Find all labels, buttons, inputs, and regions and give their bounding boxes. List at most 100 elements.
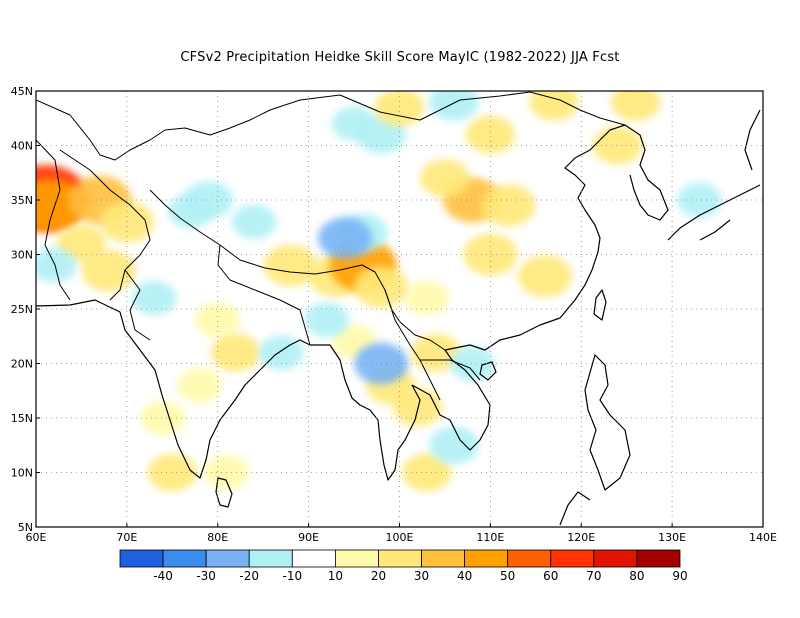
colorbar-swatch [291, 549, 336, 568]
skill-patch [517, 255, 572, 298]
skill-patch [592, 126, 643, 165]
colorbar-label: 70 [586, 569, 601, 583]
colorbar-label: 20 [371, 569, 386, 583]
skill-patch [81, 250, 136, 292]
colorbar-label: 90 [672, 569, 687, 583]
lat-tick-label: 45N [11, 85, 33, 98]
coastline-south-china [444, 124, 626, 351]
lat-tick-label: 40N [11, 140, 33, 153]
skill-patch [131, 280, 177, 316]
skill-patch [611, 91, 661, 121]
lon-tick-label: 110E [476, 531, 504, 544]
skill-score-field [36, 91, 722, 492]
skill-patch [263, 244, 318, 287]
border-afghanistan-pakistan [59, 149, 151, 301]
coastline-japan [667, 109, 761, 241]
border-southeast-asia [384, 289, 481, 401]
colorbar-swatch [248, 549, 293, 568]
colorbar-swatch [593, 549, 638, 568]
coastlines-and-borders [36, 91, 761, 526]
skill-patch [195, 302, 241, 338]
latitude-ticks: 5N 10N 15N 20N 25N 30N 35N 40N 45N [11, 85, 40, 534]
colorbar-swatch [507, 549, 552, 568]
lat-tick-label: 15N [11, 412, 33, 425]
colorbar-swatch [162, 549, 207, 568]
skill-patch [429, 91, 479, 121]
coastline-borneo [559, 491, 591, 526]
coastline-philippines [584, 354, 631, 491]
lon-tick-label: 60E [26, 531, 47, 544]
skill-patch [420, 159, 470, 198]
skill-patch [449, 346, 495, 381]
coastline-taiwan [593, 289, 607, 321]
colorbar-label: 10 [328, 569, 343, 583]
border-iran [36, 139, 71, 301]
lat-tick-label: 35N [11, 194, 33, 207]
skill-patch [140, 400, 186, 436]
skill-patch [529, 91, 579, 121]
lon-tick-label: 100E [386, 531, 414, 544]
lon-tick-label: 120E [567, 531, 595, 544]
skill-patch [676, 182, 722, 218]
skill-patch [411, 333, 461, 372]
coastline-myanmar-thailand [310, 344, 421, 481]
colorbar-label: 60 [543, 569, 558, 583]
colorbar-label: 30 [414, 569, 429, 583]
skill-patch [354, 266, 409, 308]
skill-patch [231, 204, 277, 240]
border-mongolia [529, 91, 626, 126]
skill-patch [465, 115, 516, 154]
skill-patch [177, 368, 222, 403]
skill-patch [481, 184, 536, 227]
skill-patch [318, 217, 372, 259]
colorbar-label: -20 [239, 569, 259, 583]
colorbar-swatch [550, 549, 595, 568]
colorbar-label: 50 [500, 569, 515, 583]
colorbar-label: -10 [283, 569, 303, 583]
coastline-hainan [479, 361, 497, 381]
skill-patch [429, 426, 479, 465]
lat-tick-label: 5N [18, 521, 33, 534]
lon-tick-label: 140E [749, 531, 777, 544]
skill-patch [463, 233, 518, 276]
colorbar-swatch [334, 549, 379, 568]
skill-patch [183, 181, 234, 219]
colorbar-label: -30 [196, 569, 216, 583]
chart-title: CFSv2 Precipitation Heidke Skill Score M… [180, 50, 620, 65]
coastline-sri-lanka [215, 477, 233, 508]
lat-tick-label: 20N [11, 358, 33, 371]
colorbar-swatch [378, 549, 422, 568]
skill-patch [404, 280, 450, 316]
colorbar-swatch [119, 549, 164, 568]
coastline-korea [624, 124, 669, 221]
coastline-indochina [411, 349, 491, 451]
grid-lines [36, 91, 763, 527]
longitude-ticks: 60E 70E 80E 90E 100E 110E 120E 130E 140E [26, 523, 777, 544]
coastline-india [36, 299, 311, 479]
colorbar-swatch [636, 549, 681, 568]
lat-tick-label: 10N [11, 467, 33, 480]
border-india-internal [124, 244, 311, 346]
skill-patch [374, 91, 425, 127]
border-himalaya [149, 189, 446, 351]
colorbar-label: 80 [629, 569, 644, 583]
border-central-asia [36, 91, 531, 161]
skill-patch [147, 453, 198, 492]
colorbar: -40 -30 -20 -10 10 20 30 40 50 60 70 80 90 [119, 549, 688, 583]
skill-patch [211, 333, 261, 372]
colorbar-swatch [464, 549, 509, 568]
colorbar-label: 40 [457, 569, 472, 583]
lon-tick-label: 130E [658, 531, 686, 544]
skill-patch [331, 106, 377, 141]
colorbar-swatch [421, 549, 466, 568]
lon-tick-label: 70E [116, 531, 137, 544]
skill-patch [36, 248, 77, 283]
lat-tick-label: 30N [11, 249, 33, 262]
colorbar-label: -40 [153, 569, 173, 583]
skill-patch [304, 302, 350, 338]
colorbar-swatch [205, 549, 250, 568]
lon-tick-label: 90E [298, 531, 319, 544]
lat-tick-label: 25N [11, 303, 33, 316]
lon-tick-label: 80E [207, 531, 228, 544]
